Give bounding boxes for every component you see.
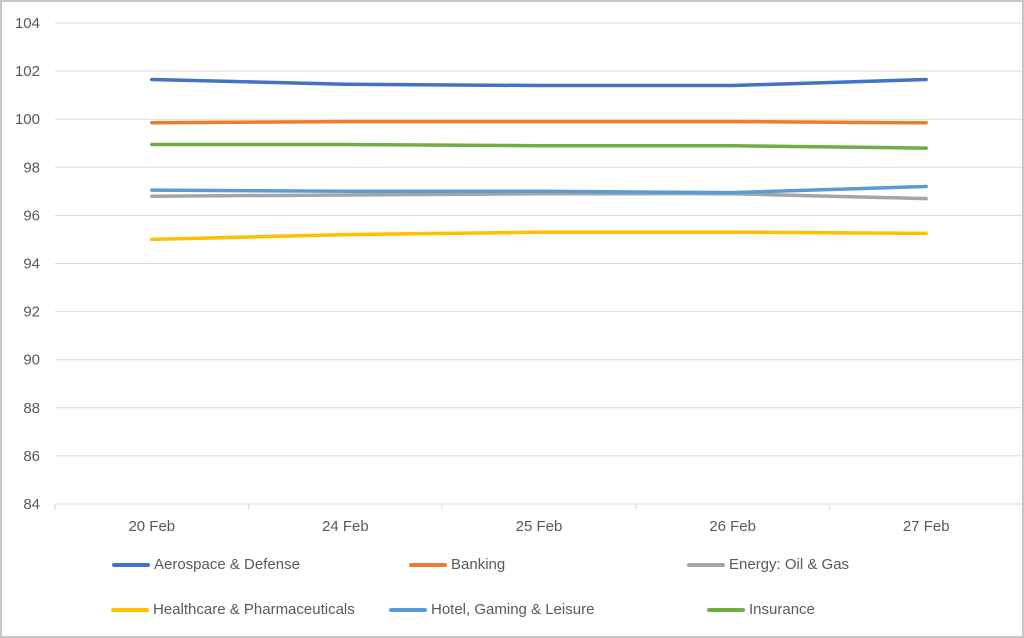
legend-line-marker [707, 608, 745, 612]
legend-line-marker [409, 563, 447, 567]
y-tick-label-96: 96 [23, 207, 40, 224]
y-tick-label-92: 92 [23, 304, 40, 321]
legend-label: Hotel, Gaming & Leisure [431, 601, 595, 618]
line-chart-plot: 84 86 88 90 92 94 96 98 100 102 104 20 Feb 24 Feb 25 … [15, 15, 1022, 535]
legend-item-5: Insurance [707, 602, 815, 618]
x-tick-label: 27 Feb [903, 518, 950, 535]
legend-item-4: Hotel, Gaming & Leisure [389, 602, 594, 618]
y-tick-label-94: 94 [23, 256, 40, 273]
legend-item-2: Energy: Oil & Gas [687, 557, 849, 573]
legend-item-3: Healthcare & Pharmaceuticals [111, 602, 355, 618]
legend-item-1: Banking [409, 557, 505, 573]
y-tick-label-100: 100 [15, 111, 40, 128]
legend-label: Insurance [749, 601, 815, 618]
legend-label: Banking [451, 556, 506, 573]
y-tick-label-84: 84 [23, 496, 40, 513]
legend-label: Energy: Oil & Gas [729, 556, 850, 573]
series-line-4 [150, 184, 928, 195]
x-tick-label: 26 Feb [709, 518, 756, 535]
series-line-0 [150, 77, 928, 88]
series-line-3 [150, 230, 928, 242]
series-line-1 [150, 119, 928, 125]
legend-item-0: Aerospace & Defense [112, 557, 300, 573]
legend-line-marker [112, 563, 150, 567]
legend-label: Healthcare & Pharmaceuticals [153, 601, 355, 618]
series-line-5 [150, 142, 928, 150]
y-tick-label-104: 104 [15, 15, 40, 32]
series-line-2 [150, 192, 928, 201]
y-tick-label-90: 90 [23, 352, 40, 369]
x-tick-label: 24 Feb [322, 518, 369, 535]
y-tick-label-88: 88 [23, 400, 40, 417]
legend-line-marker [687, 563, 725, 567]
y-tick-label-98: 98 [23, 159, 40, 176]
legend-line-marker [389, 608, 427, 612]
x-tick-label: 25 Feb [516, 518, 563, 535]
x-tick-label: 20 Feb [128, 518, 175, 535]
legend-line-marker [111, 608, 149, 612]
y-tick-label-86: 86 [23, 448, 40, 465]
legend-label: Aerospace & Defense [154, 556, 300, 573]
y-tick-label-102: 102 [15, 63, 40, 80]
